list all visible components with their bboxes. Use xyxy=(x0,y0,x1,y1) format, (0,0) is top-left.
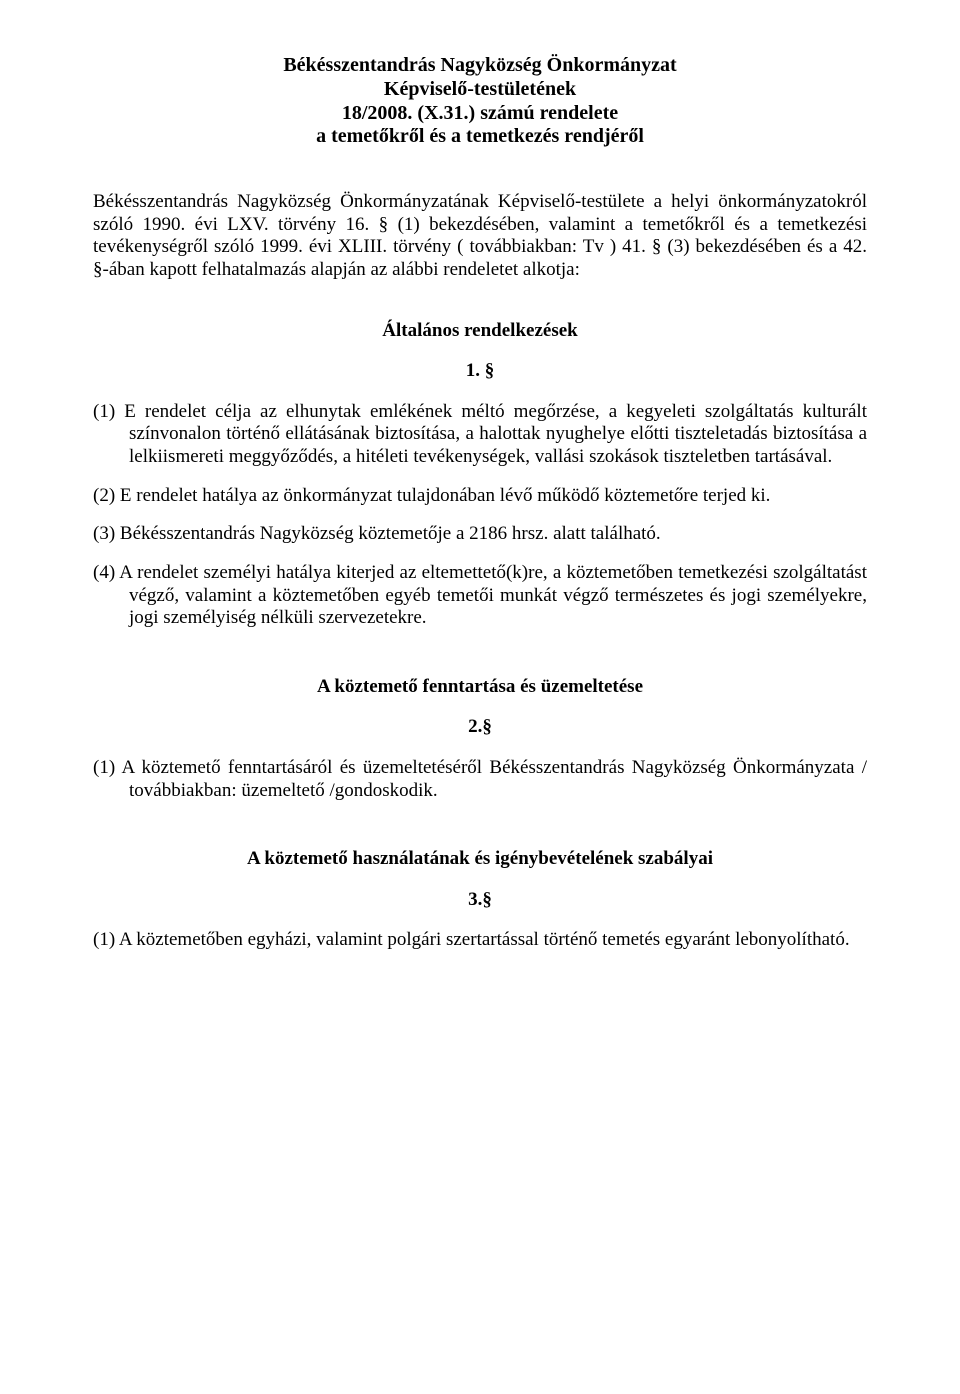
paragraph-2-1: (1) A köztemető fenntartásáról és üzemel… xyxy=(93,757,867,802)
title-line-2: Képviselő-testületének xyxy=(93,78,867,102)
title-line-4: a temetőkről és a temetkezés rendjéről xyxy=(93,125,867,149)
section-heading-1: Általános rendelkezések xyxy=(93,320,867,343)
document-page: Békésszentandrás Nagyközség Önkormányzat… xyxy=(0,0,960,1394)
paragraph-1-4: (4) A rendelet személyi hatálya kiterjed… xyxy=(93,562,867,630)
section-number-1: 1. § xyxy=(93,360,867,383)
section-heading-2: A köztemető fenntartása és üzemeltetése xyxy=(93,676,867,699)
paragraph-1-2: (2) E rendelet hatálya az önkormányzat t… xyxy=(93,485,867,508)
section-number-3: 3.§ xyxy=(93,889,867,912)
title-block: Békésszentandrás Nagyközség Önkormányzat… xyxy=(93,54,867,149)
paragraph-1-3: (3) Békésszentandrás Nagyközség köztemet… xyxy=(93,523,867,546)
title-line-3: 18/2008. (X.31.) számú rendelete xyxy=(93,102,867,126)
section-heading-3: A köztemető használatának és igénybevéte… xyxy=(93,848,867,871)
preamble: Békésszentandrás Nagyközség Önkormányzat… xyxy=(93,191,867,281)
title-line-1: Békésszentandrás Nagyközség Önkormányzat xyxy=(93,54,867,78)
section-number-2: 2.§ xyxy=(93,716,867,739)
paragraph-3-1: (1) A köztemetőben egyházi, valamint pol… xyxy=(93,929,867,952)
paragraph-1-1: (1) E rendelet célja az elhunytak emléké… xyxy=(93,401,867,469)
